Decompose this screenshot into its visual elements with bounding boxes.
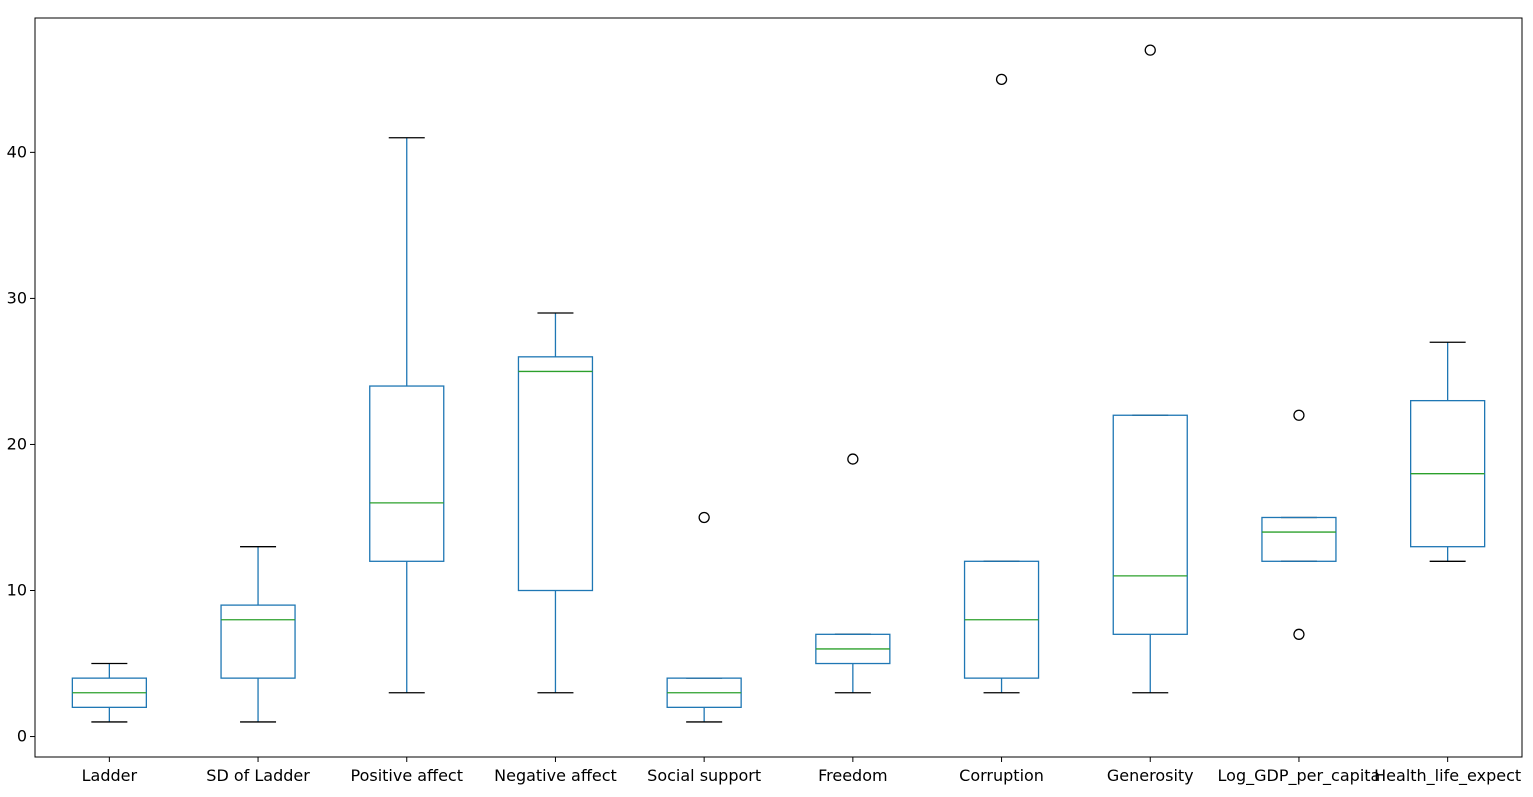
outlier-point [698,511,710,524]
iqr-box [1112,414,1188,635]
y-tick-label: 20 [7,434,27,453]
x-tick-label: Freedom [818,766,887,785]
box-sd-of-ladder [220,546,296,723]
y-tick-label: 0 [17,727,27,746]
y-tick-label: 40 [7,142,27,161]
y-tick-label: 10 [7,581,27,600]
outlier-point [1293,628,1305,640]
box-generosity [1112,44,1188,694]
box-positive-affect [369,137,445,694]
iqr-box [1261,516,1337,562]
plot-area [71,44,1486,723]
iqr-box [517,356,594,592]
box-corruption [963,73,1040,694]
box-log-gdp-per-capita [1261,409,1337,640]
box-ladder [71,662,147,723]
x-tick-label: Positive affect [350,766,463,785]
y-axis: 0 10 20 30 40 [7,142,35,746]
x-tick-label: Ladder [82,766,138,785]
box-negative-affect [517,312,594,694]
x-tick-label: Negative affect [494,766,617,785]
box-freedom [815,453,891,694]
box-health-life-expect [1410,341,1486,562]
x-tick-label: Log_GDP_per_capita [1218,766,1381,786]
iqr-box [369,385,445,562]
x-axis: Ladder SD of Ladder Positive affect Negativ… [82,757,1521,786]
axes-frame [34,17,1523,758]
x-tick-label: Generosity [1107,766,1194,785]
outlier-point [1144,44,1156,56]
y-tick-label: 30 [7,288,27,307]
outlier-point [847,453,859,465]
x-tick-label: Health_life_expect [1374,766,1521,786]
outlier-point [1293,409,1305,421]
iqr-box [220,604,296,679]
x-tick-label: SD of Ladder [206,766,310,785]
outlier-point [995,73,1008,85]
box-social-support [666,511,742,723]
x-tick-label: Corruption [959,766,1044,785]
x-tick-label: Social support [647,766,761,785]
